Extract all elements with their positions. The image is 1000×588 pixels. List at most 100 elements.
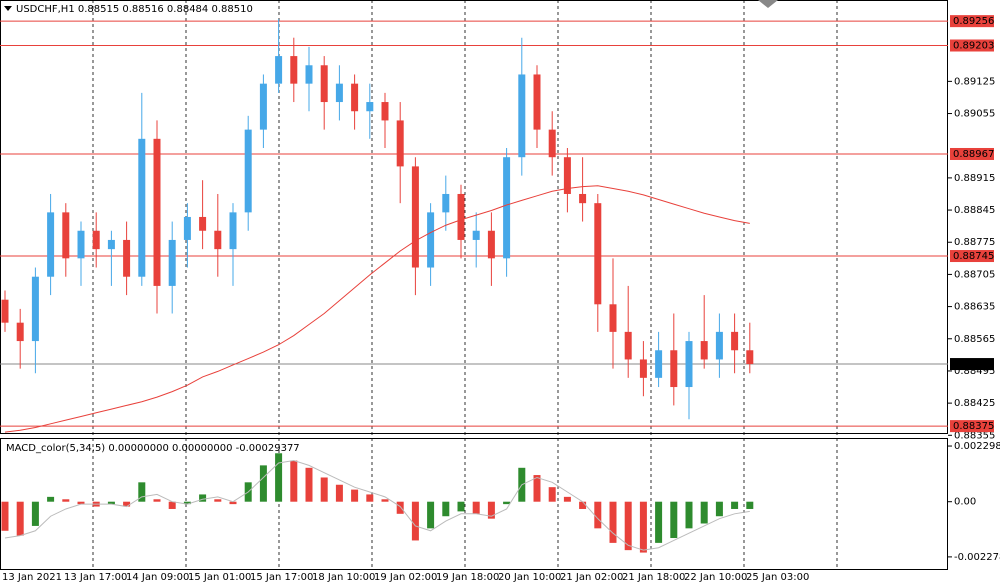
candle-body <box>275 56 283 84</box>
candle-body <box>47 212 55 277</box>
macd-bar <box>259 465 267 502</box>
candle-body <box>199 216 207 231</box>
candle-body <box>731 331 739 351</box>
macd-bar <box>579 501 587 509</box>
chart-header: USDCHF,H1 0.88515 0.88516 0.88484 0.8851… <box>16 4 253 15</box>
macd-bar <box>655 501 663 543</box>
x-tick-label: 14 Jan 09:00 <box>126 572 189 583</box>
x-tick-label: 13 Jan 2021 <box>2 572 62 583</box>
macd-bar <box>16 501 24 536</box>
macd-bar <box>548 487 556 502</box>
candle-body <box>594 203 602 305</box>
candle-body <box>214 230 222 250</box>
candle-body <box>244 129 252 213</box>
y-tick-label: 0.88565 <box>954 334 995 345</box>
candle-body <box>229 212 237 250</box>
candle-body <box>427 212 435 268</box>
macd-bar <box>168 501 176 509</box>
current-price-box <box>950 358 994 371</box>
candle-body <box>715 331 723 360</box>
candle-body <box>396 120 404 167</box>
macd-bar <box>670 501 678 539</box>
candle-body <box>259 83 267 130</box>
candle-body <box>442 193 450 213</box>
x-tick-label: 25 Jan 03:00 <box>746 572 809 583</box>
candle-body <box>579 193 587 204</box>
y-tick-label: 0.88915 <box>954 173 995 184</box>
candle-body <box>381 102 389 121</box>
x-tick-label: 19 Jan 02:00 <box>374 572 437 583</box>
candle-body <box>290 56 298 84</box>
candle-body <box>153 138 161 286</box>
candle-body <box>351 83 359 112</box>
candle-body <box>639 359 647 378</box>
macd-bar <box>183 501 191 505</box>
y-tick-label: 0.89055 <box>954 109 995 120</box>
macd-bar <box>214 499 222 502</box>
macd-bar <box>563 496 571 502</box>
macd-bar <box>624 501 632 551</box>
macd-y-tick-label: 0.0022982 <box>954 441 1000 452</box>
macd-bar <box>396 501 404 514</box>
level-label: 0.88375 <box>953 421 994 432</box>
candle-body <box>31 276 39 342</box>
current-price-label: 0.88510 <box>953 359 994 370</box>
candle-body <box>92 230 100 250</box>
macd-bar <box>123 501 131 507</box>
moving-average <box>4 185 750 433</box>
macd-bar <box>715 501 723 517</box>
candle-body <box>655 350 663 378</box>
macd-bar <box>472 501 480 514</box>
x-tick-label: 18 Jan 10:00 <box>312 572 375 583</box>
level-label: 0.88745 <box>953 251 994 262</box>
candle-body <box>472 230 480 240</box>
candle-body <box>320 65 328 103</box>
candle-body <box>16 322 24 342</box>
macd-bar <box>442 501 450 517</box>
candle-body <box>183 216 191 240</box>
y-tick-label: 0.88705 <box>954 269 995 280</box>
candle-body <box>366 102 374 112</box>
macd-bar <box>700 501 708 524</box>
macd-bar <box>47 496 55 502</box>
shift-marker <box>758 0 778 8</box>
macd-bar <box>533 475 541 502</box>
macd-bar <box>31 501 39 526</box>
macd-bar <box>229 501 237 505</box>
macd-bar <box>685 501 693 529</box>
macd-signal <box>4 460 750 551</box>
candle-body <box>77 230 85 259</box>
macd-bar <box>107 501 115 505</box>
y-tick-label: 0.88355 <box>954 430 995 441</box>
macd-bar <box>457 501 465 512</box>
macd-bar <box>62 499 70 502</box>
candle-body <box>411 166 419 268</box>
candle-body <box>138 138 146 277</box>
macd-y-tick-label: -0.0022787 <box>954 552 1000 563</box>
y-tick-label: 0.88495 <box>954 366 995 377</box>
macd-bar <box>320 477 328 502</box>
macd-bar <box>609 501 617 543</box>
candle-body <box>518 74 526 158</box>
x-tick-label: 19 Jan 18:00 <box>436 572 499 583</box>
macd-bar <box>746 501 754 509</box>
candle-body <box>563 157 571 194</box>
macd-bar <box>366 494 374 502</box>
y-tick-label: 0.88425 <box>954 398 995 409</box>
x-tick-label: 21 Jan 02:00 <box>560 572 623 583</box>
macd-bar <box>335 484 343 502</box>
v-grid <box>92 0 838 570</box>
macd-bar <box>1 501 9 531</box>
macd-panel <box>0 438 948 570</box>
level-label-box <box>950 420 994 433</box>
x-tick-label: 21 Jan 18:00 <box>622 572 685 583</box>
macd-bar <box>199 494 207 502</box>
candle-body <box>168 239 176 286</box>
level-label-box <box>950 147 994 160</box>
candle-body <box>548 129 556 158</box>
macd-bar <box>305 467 313 502</box>
level-label-box <box>950 15 994 28</box>
macd-bar <box>427 501 435 529</box>
symbol-menu[interactable] <box>4 6 12 11</box>
